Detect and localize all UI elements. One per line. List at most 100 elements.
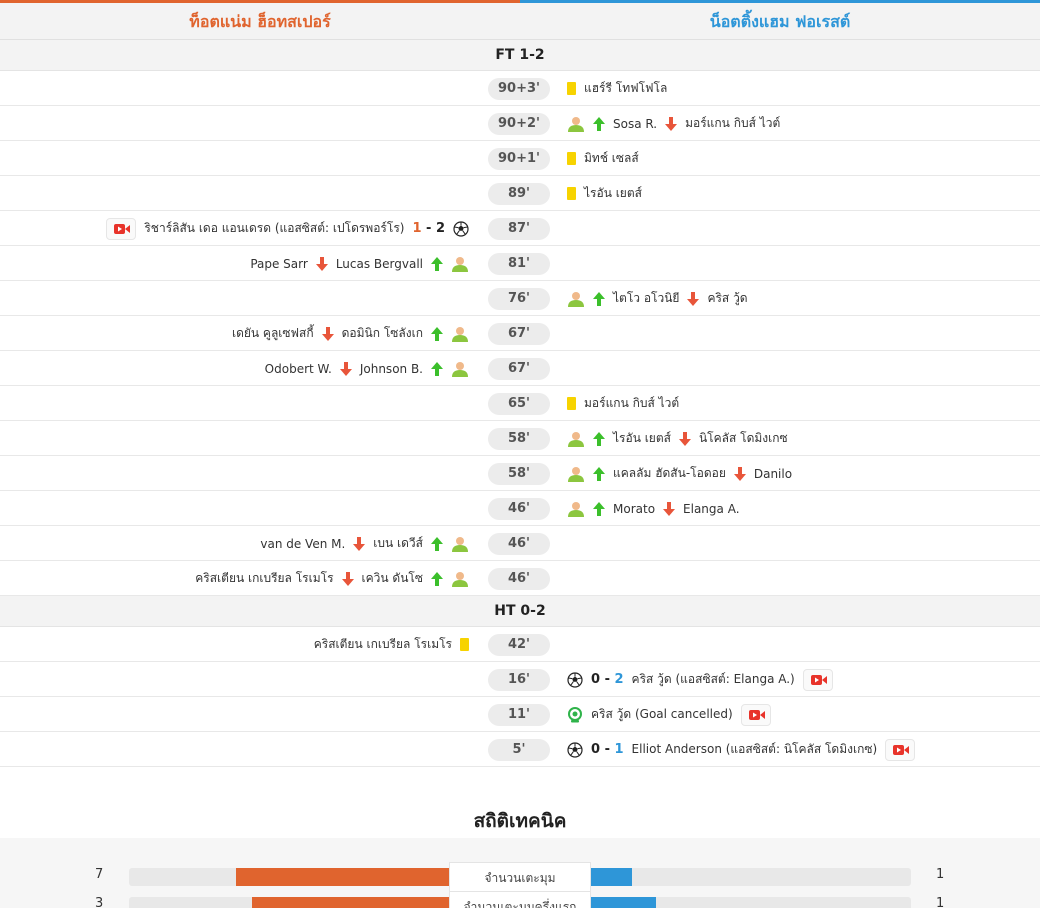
substitution-person-icon [451,571,469,587]
player-in-name[interactable]: Johnson B. [359,361,423,376]
event-minute: 90+3' [488,78,550,100]
stat-label: จำนวนเตะมุม [449,862,591,892]
player-name[interactable]: มิทช์ เซลส์ [584,151,639,165]
event-row: 65' มอร์แกน กิบส์ ไวต์ [0,386,1040,421]
video-highlight-button[interactable] [802,668,833,691]
halftime-score: HT 0-2 [0,596,1040,627]
event-minute: 67' [488,358,550,380]
sub-in-arrow-icon [431,571,443,586]
score-separator: - [600,672,615,687]
event-row: 5' 0 - 1 Elliot Anderson (แอสซิสต์: นิโคลั… [0,732,1040,767]
event-row: 11' คริส วู้ด (Goal cancelled) [0,697,1040,732]
away-event: ไรอัน เยตส์ นิโคลัส โดมิงเกซ [563,421,792,456]
event-row: 76' ไตโว อโวนิยี คริส วู้ด [0,281,1040,316]
player-out-name[interactable]: Pape Sarr [250,256,308,271]
away-team-name[interactable]: น็อตติ้งแฮม ฟอเรสต์ [709,12,851,31]
sub-in-arrow-icon [593,431,605,446]
substitution-person-icon [451,326,469,342]
home-event: Pape Sarr Lucas Bergvall [246,246,473,281]
event-minute: 90+2' [488,113,550,135]
home-event: van de Ven M. เบน เดวีส์ [256,526,473,561]
stat-away-value: 1 [936,896,945,908]
player-in-name[interactable]: ไตโว อโวนิยี [613,291,680,305]
video-highlight-button[interactable] [740,703,771,726]
player-in-name[interactable]: ดอมินิก โซลังเก [341,326,423,340]
event-row: 81' Pape Sarr Lucas Bergvall [0,246,1040,281]
goal-score: 1 - 2 [412,221,445,236]
event-row: 90+1' มิทช์ เซลส์ [0,141,1040,176]
sub-in-arrow-icon [593,116,605,131]
player-out-name[interactable]: คริส วู้ด [707,291,748,305]
yellow-card-icon [567,187,576,200]
event-row: 90+3' แฮร์รี โทฟโฟโล [0,71,1040,106]
sub-in-arrow-icon [431,326,443,341]
player-name[interactable]: แฮร์รี โทฟโฟโล [584,81,668,95]
event-minute: 90+1' [488,148,550,170]
stats-panel: 7 1 จำนวนเตะมุม 3 1 จำนวนเตะมุมครึ่งแรก [0,838,1040,908]
sub-out-arrow-icon [353,536,366,551]
goal-scorer[interactable]: Elliot Anderson (แอสซิสต์: นิโคลัส โดมิง… [631,742,878,756]
fulltime-score: FT 1-2 [0,40,1040,71]
yellow-card-icon [567,397,576,410]
stat-home-value: 7 [95,867,104,882]
away-event: 0 - 2 คริส วู้ด (แอสซิสต์: Elanga A.) [563,662,837,697]
stats-title: สถิติเทคนิค [473,810,567,832]
sub-in-arrow-icon [431,256,443,271]
goal-scorer[interactable]: คริส วู้ด (แอสซิสต์: Elanga A.) [631,672,795,686]
yellow-card-icon [460,638,469,651]
stat-bar-home [252,897,520,908]
substitution-person-icon [567,501,585,517]
player-name[interactable]: มอร์แกน กิบส์ ไวต์ [584,396,680,410]
substitution-person-icon [567,116,585,132]
event-minute: 46' [488,498,550,520]
video-highlight-button[interactable] [106,217,137,240]
event-minute: 67' [488,323,550,345]
sub-out-arrow-icon [663,501,676,516]
sub-out-arrow-icon [321,326,334,341]
player-name[interactable]: คริสเตียน เกเบรียล โรเมโร [313,637,452,651]
player-in-name[interactable]: เควิน ดันโซ [361,571,423,585]
player-in-name[interactable]: Morato [613,501,656,516]
sub-out-arrow-icon [665,116,678,131]
away-event: 0 - 1 Elliot Anderson (แอสซิสต์: นิโคลัส … [563,732,919,767]
goal-score: 0 - 2 [591,672,624,687]
score-separator: - [421,221,436,236]
event-row: 90+2' Sosa R. มอร์แกน กิบส์ ไวต์ [0,106,1040,141]
goal-scorer[interactable]: ริชาร์ลิสัน เดอ แอนเดรด (แอสซิสต์: เปโดร… [144,221,405,235]
football-icon [453,220,469,237]
score-home: 0 [591,672,601,687]
sub-out-arrow-icon [678,431,691,446]
player-in-name[interactable]: Lucas Bergvall [335,256,423,271]
away-event: ไรอัน เยตส์ [563,176,646,211]
player-name[interactable]: ไรอัน เยตส์ [584,186,642,200]
player-out-name[interactable]: นิโคลัส โดมิงเกซ [698,431,788,445]
player-out-name[interactable]: มอร์แกน กิบส์ ไวต์ [685,116,781,130]
player-out-name[interactable]: van de Ven M. [260,536,346,551]
score-away: 2 [435,221,445,236]
player-out-name[interactable]: คริสเตียน เกเบรียล โรเมโร [195,571,334,585]
sub-out-arrow-icon [687,291,700,306]
home-event: คริสเตียน เกเบรียล โรเมโร เควิน ดันโซ [191,561,473,596]
yellow-card-icon [567,82,576,95]
player-in-name[interactable]: ไรอัน เยตส์ [613,431,671,445]
home-event: คริสเตียน เกเบรียล โรเมโร [310,627,473,662]
score-home: 1 [412,221,422,236]
player-in-name[interactable]: เบน เดวีส์ [373,536,423,550]
player-out-name[interactable]: เดยัน คูลูเซฟสกี้ [231,326,314,340]
home-team-name[interactable]: ท็อตแน่ม ฮ็อทสเปอร์ [189,12,331,31]
event-minute: 87' [488,218,550,240]
var-event-text[interactable]: คริส วู้ด (Goal cancelled) [591,707,733,721]
score-away: 1 [614,742,624,757]
video-highlight-button[interactable] [885,738,916,761]
yellow-card-icon [567,152,576,165]
home-event: ริชาร์ลิสัน เดอ แอนเดรด (แอสซิสต์: เปโดร… [102,211,473,246]
event-row: 67' เดยัน คูลูเซฟสกี้ ดอมินิก โซลังเก [0,316,1040,351]
event-row: 46' van de Ven M. เบน เดวีส์ [0,526,1040,561]
player-in-name[interactable]: แคลลัม ฮัดสัน-โอดอย [613,466,726,480]
player-out-name[interactable]: Odobert W. [264,361,332,376]
player-out-name[interactable]: Elanga A. [683,501,740,516]
player-in-name[interactable]: Sosa R. [613,116,658,131]
player-out-name[interactable]: Danilo [753,466,793,481]
event-minute: 42' [488,634,550,656]
goal-cancelled-var-icon [567,706,583,723]
